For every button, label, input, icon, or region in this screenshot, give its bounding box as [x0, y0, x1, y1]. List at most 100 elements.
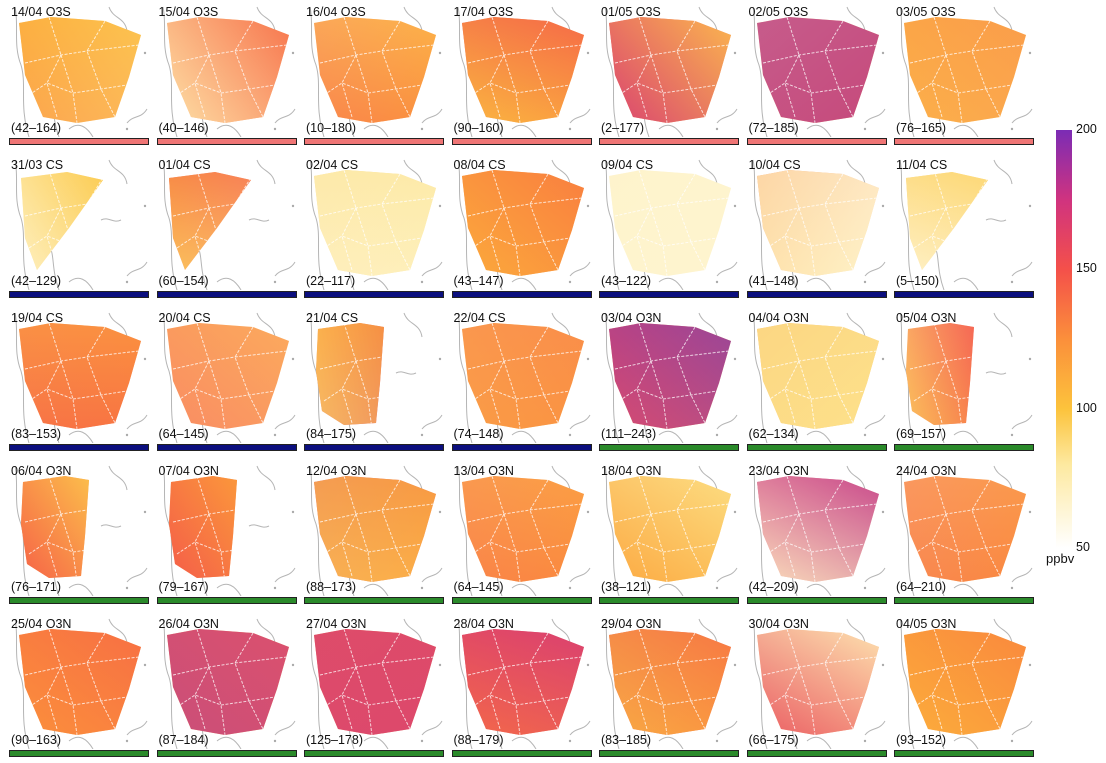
panel-range: (66–175)	[748, 733, 799, 747]
heatmap-panel: 02/05 O3S (72–185)	[746, 5, 887, 151]
panel-title: 02/04 CS	[306, 158, 359, 172]
class-bar	[156, 444, 297, 451]
panel-range: (69–157)	[896, 427, 947, 441]
class-bar	[156, 138, 297, 145]
heatmap-panel: 04/04 O3N (62–134)	[746, 311, 887, 457]
panel-range: (88–179)	[453, 733, 504, 747]
interpolated-field	[14, 465, 148, 596]
heatmap-panel: 23/04 O3N (42–209)	[746, 464, 887, 610]
heatmap-panel: 06/04 O3N (76–171)	[9, 464, 149, 610]
interpolated-field	[162, 6, 295, 137]
heatmap-panel: 01/04 CS (60–154)	[156, 158, 297, 304]
panel-title: 07/04 O3N	[158, 464, 219, 478]
heatmap-panel: 03/05 O3S (76–165)	[894, 5, 1034, 151]
panel-title: 12/04 O3N	[306, 464, 367, 478]
interpolated-field	[899, 159, 1033, 290]
panel-range: (62–134)	[748, 427, 799, 441]
class-bar	[9, 138, 149, 145]
class-bar	[599, 597, 739, 604]
panel-title: 29/04 O3N	[601, 617, 662, 631]
interpolated-field	[604, 6, 738, 137]
panel-range: (5–150)	[896, 274, 940, 288]
interpolated-field	[752, 312, 885, 443]
class-bar	[894, 597, 1034, 604]
panel-title: 30/04 O3N	[748, 617, 809, 631]
heatmap-panel: 17/04 O3S (90–160)	[451, 5, 592, 151]
panel-title: 08/04 CS	[453, 158, 506, 172]
colorbar-tick-100: 100	[1076, 401, 1097, 415]
heatmap-panel: 08/04 CS (43–147)	[451, 158, 592, 304]
heatmap-panel: 25/04 O3N (90–163)	[9, 617, 149, 763]
class-bar	[156, 291, 297, 298]
panel-range: (88–173)	[306, 580, 357, 594]
panel-title: 15/04 O3S	[158, 5, 219, 19]
heatmap-panel: 09/04 CS (43–122)	[599, 158, 739, 304]
heatmap-panel: 19/04 CS (83–153)	[9, 311, 149, 457]
heatmap-panel: 15/04 O3S (40–146)	[156, 5, 297, 151]
class-bar	[9, 444, 149, 451]
panel-range: (87–184)	[158, 733, 209, 747]
interpolated-field	[604, 159, 738, 290]
panel-range: (60–154)	[158, 274, 209, 288]
heatmap-panel: 16/04 O3S (10–180)	[304, 5, 444, 151]
panel-title: 02/05 O3S	[748, 5, 809, 19]
heatmap-panel: 05/04 O3N (69–157)	[894, 311, 1034, 457]
panel-title: 06/04 O3N	[11, 464, 72, 478]
panel-range: (42–209)	[748, 580, 799, 594]
panel-title: 03/04 O3N	[601, 311, 662, 325]
interpolated-field	[604, 465, 738, 596]
class-bar	[894, 138, 1034, 145]
panel-title: 16/04 O3S	[306, 5, 366, 19]
heatmap-panel: 30/04 O3N (66–175)	[746, 617, 887, 763]
interpolated-field	[309, 618, 443, 749]
heatmap-panel: 21/04 CS (84–175)	[304, 311, 444, 457]
heatmap-panel: 27/04 O3N (125–178)	[304, 617, 444, 763]
panel-range: (83–185)	[601, 733, 652, 747]
class-bar	[894, 750, 1034, 757]
panel-range: (90–160)	[453, 121, 504, 135]
interpolated-field	[457, 465, 590, 596]
heatmap-panel: 13/04 O3N (64–145)	[451, 464, 592, 610]
panel-title: 20/04 CS	[158, 311, 211, 325]
panel-range: (64–210)	[896, 580, 947, 594]
interpolated-field	[309, 6, 443, 137]
panel-range: (125–178)	[306, 733, 363, 747]
class-bar	[451, 750, 592, 757]
class-bar	[451, 444, 592, 451]
class-bar	[599, 138, 739, 145]
panel-title: 09/04 CS	[601, 158, 654, 172]
panel-title: 05/04 O3N	[896, 311, 957, 325]
colorbar-ramp	[1056, 130, 1072, 548]
heatmap-panel: 02/04 CS (22–117)	[304, 158, 444, 304]
panel-title: 21/04 CS	[306, 311, 359, 325]
interpolated-field	[309, 159, 443, 290]
heatmap-panel: 12/04 O3N (88–173)	[304, 464, 444, 610]
panel-range: (2–177)	[601, 121, 645, 135]
panel-title: 23/04 O3N	[748, 464, 809, 478]
class-bar	[894, 444, 1034, 451]
interpolated-field	[457, 618, 590, 749]
class-bar	[599, 291, 739, 298]
class-bar	[304, 597, 444, 604]
colorbar-tick-200: 200	[1076, 122, 1097, 136]
interpolated-field	[162, 618, 295, 749]
class-bar	[599, 444, 739, 451]
panel-range: (76–165)	[896, 121, 947, 135]
heatmap-panel: 01/05 O3S (2–177)	[599, 5, 739, 151]
heatmap-panel: 11/04 CS (5–150)	[894, 158, 1034, 304]
panel-range: (41–148)	[748, 274, 799, 288]
interpolated-field	[457, 312, 590, 443]
interpolated-field	[162, 312, 295, 443]
interpolated-field	[899, 6, 1033, 137]
panel-range: (90–163)	[11, 733, 62, 747]
panel-title: 13/04 O3N	[453, 464, 514, 478]
class-bar	[156, 597, 297, 604]
panel-title: 04/05 O3N	[896, 617, 957, 631]
colorbar-tick-150: 150	[1076, 261, 1097, 275]
class-bar	[9, 597, 149, 604]
interpolated-field	[604, 312, 738, 443]
panel-title: 11/04 CS	[896, 158, 948, 172]
panel-title: 25/04 O3N	[11, 617, 72, 631]
heatmap-panel: 04/05 O3N (93–152)	[894, 617, 1034, 763]
heatmap-panel: 10/04 CS (41–148)	[746, 158, 887, 304]
